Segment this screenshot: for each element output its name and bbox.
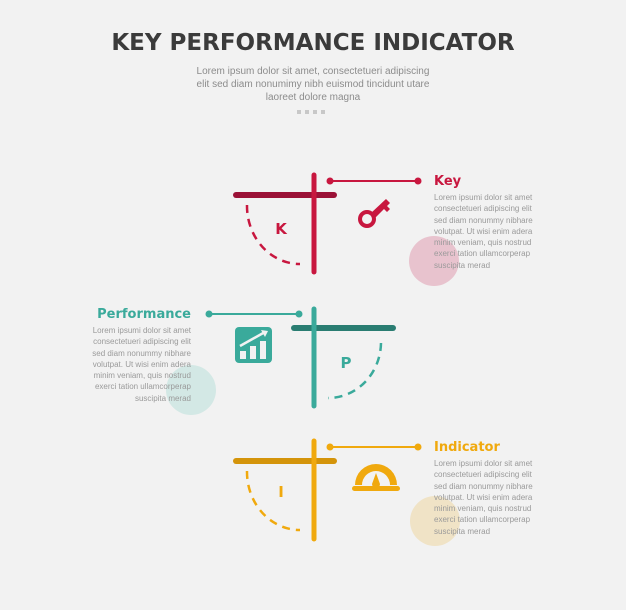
performance-block: [205, 306, 396, 409]
subtitle-line: laoreet dolore magna: [265, 92, 361, 103]
decor-circle-performance: [166, 365, 216, 415]
decor-circle-key: [409, 236, 459, 286]
performance-description: Lorem ipsumi dolor sit amet consectetuer…: [92, 326, 191, 403]
growth-chart-icon: [235, 327, 272, 363]
page-title: KEY PERFORMANCE INDICATOR: [111, 30, 515, 56]
key-icon: [358, 199, 390, 228]
indicator-block: [233, 438, 422, 542]
subtitle-line: Lorem ipsum dolor sit amet, consectetuer…: [196, 66, 430, 77]
performance-heading: Performance: [97, 307, 191, 322]
letter-p: P: [341, 354, 352, 372]
performance-dashed-arc: [327, 342, 383, 400]
key-description: Lorem ipsumi dolor sit amet consectetuer…: [434, 193, 533, 270]
key-block: [233, 172, 422, 275]
subtitle-line: elit sed diam nonumimy nibh euismod tinc…: [196, 79, 430, 90]
key-heading: Key: [434, 174, 462, 189]
divider-dots: [297, 110, 325, 114]
letter-i: I: [278, 483, 284, 501]
subtitle: Lorem ipsum dolor sit amet, consectetuer…: [163, 65, 463, 104]
indicator-dashed-arc: [245, 470, 301, 532]
indicator-description: Lorem ipsumi dolor sit amet consectetuer…: [434, 459, 533, 536]
letter-k: K: [275, 220, 288, 238]
gauge-icon: [352, 464, 400, 491]
indicator-heading: Indicator: [434, 440, 500, 455]
decor-circle-indicator: [410, 496, 460, 546]
key-dashed-arc: [245, 204, 301, 266]
